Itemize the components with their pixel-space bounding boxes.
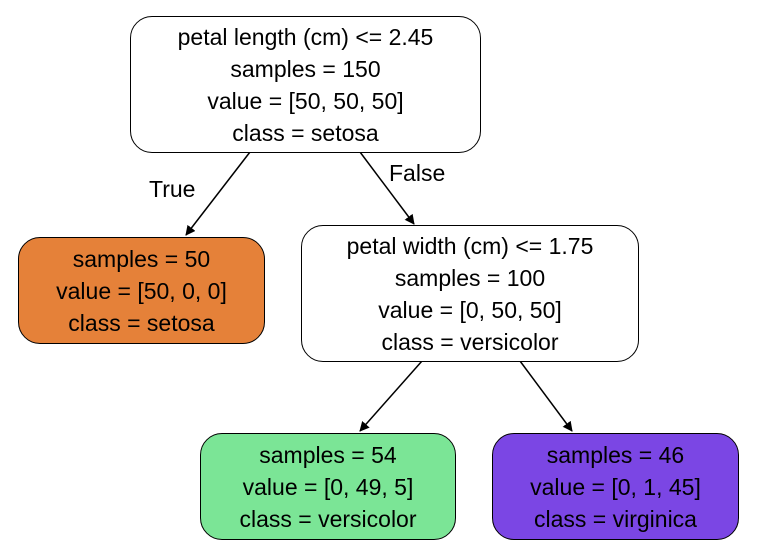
node-right-right-leaf: samples = 46 value = [0, 1, 45] class = … [492, 433, 739, 540]
node-right-left-leaf-value: value = [0, 49, 5] [242, 473, 414, 500]
node-left-leaf-value: value = [50, 0, 0] [56, 277, 227, 304]
node-left-leaf-samples: samples = 50 [72, 245, 211, 272]
edge-right-to-right-right-leaf [519, 360, 573, 432]
node-root-samples: samples = 150 [230, 55, 381, 82]
node-right-right-leaf-samples: samples = 46 [546, 441, 685, 468]
node-root-value: value = [50, 50, 50] [207, 87, 404, 114]
node-right-left-leaf: samples = 54 value = [0, 49, 5] class = … [200, 433, 456, 540]
node-right-value: value = [0, 50, 50] [378, 296, 562, 323]
node-root: petal length (cm) <= 2.45 samples = 150 … [130, 16, 481, 153]
node-root-condition: petal length (cm) <= 2.45 [177, 23, 434, 50]
node-left-leaf-class: class = setosa [68, 309, 215, 336]
node-right: petal width (cm) <= 1.75 samples = 100 v… [301, 225, 639, 362]
node-right-left-leaf-samples: samples = 54 [259, 441, 397, 468]
node-right-condition: petal width (cm) <= 1.75 [346, 232, 594, 259]
edge-right-to-right-left-leaf [359, 360, 423, 432]
node-right-samples: samples = 100 [394, 264, 546, 291]
node-right-left-leaf-class: class = versicolor [239, 505, 417, 532]
edge-label-true: True [149, 176, 196, 202]
node-root-class: class = setosa [232, 119, 379, 146]
node-right-right-leaf-class: class = virginica [534, 505, 697, 532]
edge-root-to-left-leaf [185, 151, 251, 236]
edge-label-false: False [389, 160, 446, 186]
node-left-leaf: samples = 50 value = [50, 0, 0] class = … [18, 237, 265, 344]
node-right-class: class = versicolor [381, 328, 559, 355]
edge-root-to-right [359, 151, 415, 225]
node-right-right-leaf-value: value = [0, 1, 45] [530, 473, 701, 500]
